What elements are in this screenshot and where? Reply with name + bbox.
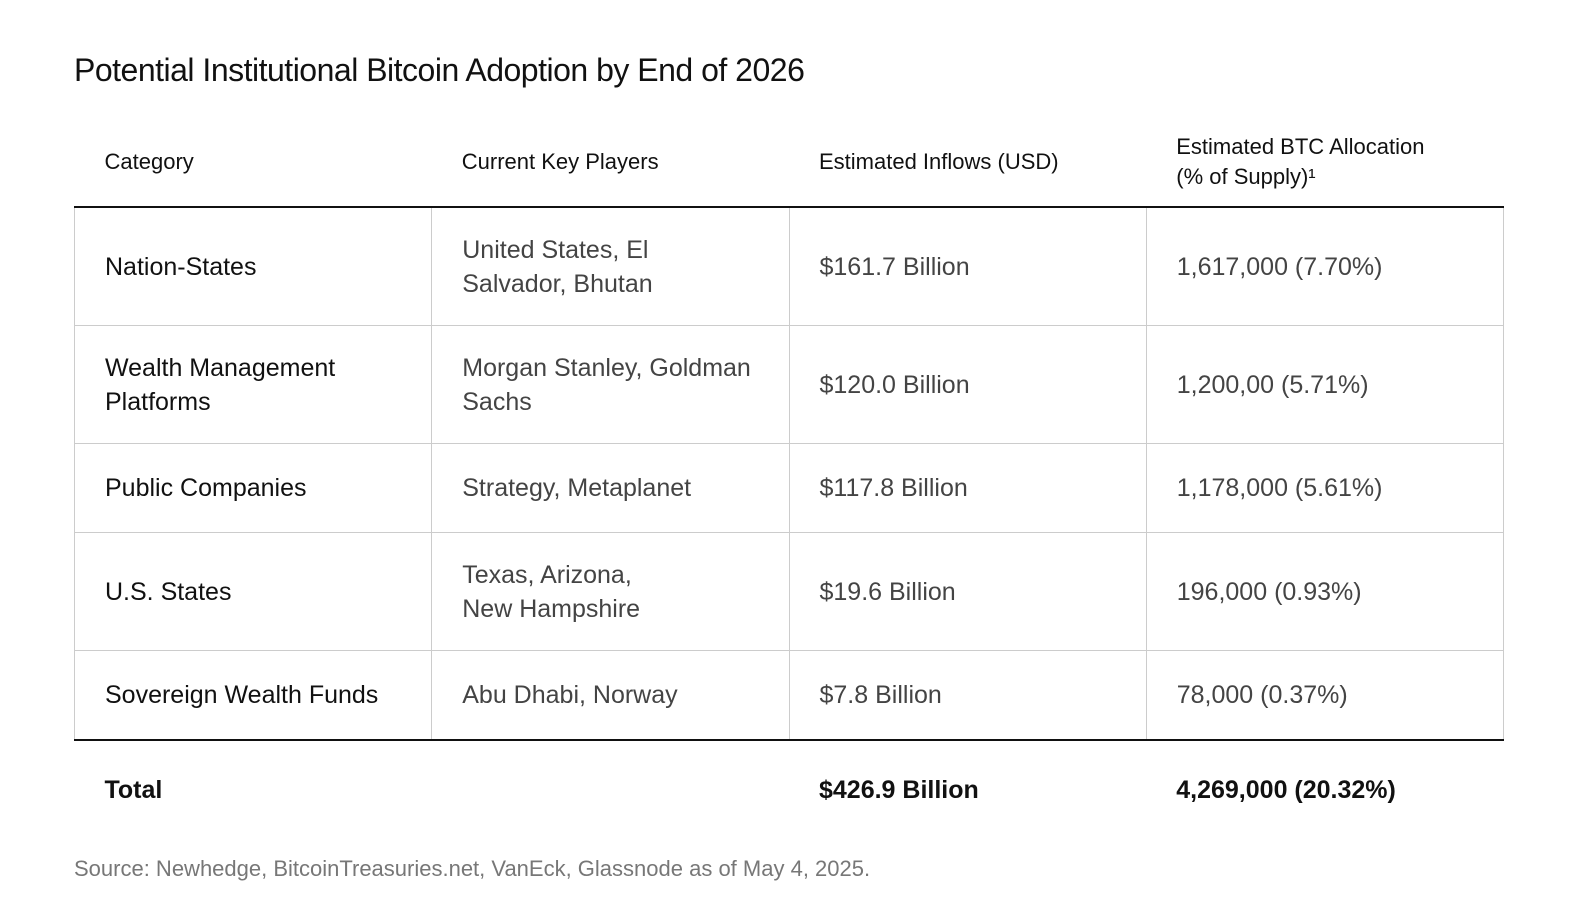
table-cell: $120.0 Billion (788, 325, 1147, 444)
source-note: Source: Newhedge, BitcoinTreasuries.net,… (74, 856, 871, 881)
total-inflows: $426.9 Billion (789, 739, 1147, 839)
table-cell: 1,178,000 (5.61%) (1145, 443, 1505, 533)
table-cell: Texas, Arizona, New Hampshire (431, 532, 790, 651)
empty-cell (431, 739, 789, 839)
table: Category Current Key Players Estimated I… (73, 118, 1505, 839)
table-cell: 1,617,000 (7.70%) (1145, 206, 1505, 326)
total-allocation: 4,269,000 (20.32%) (1146, 739, 1504, 839)
table-body: Nation-States United States, El Salvador,… (73, 206, 1505, 741)
category-cell: U.S. States (73, 532, 433, 651)
table-row: Sovereign Wealth Funds Abu Dhabi, Norway $… (73, 650, 1505, 741)
table-cell: $117.8 Billion (788, 443, 1147, 533)
table-row: Wealth Management Platforms Morgan Stanle… (73, 325, 1505, 444)
table-cell: 78,000 (0.37%) (1145, 650, 1505, 741)
header-cell: Current Key Players (431, 118, 789, 208)
header-cell: Estimated BTC Allocation (% of Supply)¹ (1146, 118, 1504, 208)
header-cell: Estimated Inflows (USD) (789, 118, 1147, 208)
category-cell: Sovereign Wealth Funds (73, 650, 433, 741)
category-cell: Wealth Management Platforms (73, 325, 433, 444)
table-row: U.S. States Texas, Arizona, New Hampshire… (73, 532, 1505, 651)
header-row: Category Current Key Players Estimated I… (74, 118, 1504, 208)
category-cell: Nation-States (73, 206, 433, 326)
table-cell: $7.8 Billion (788, 650, 1147, 741)
table-cell: Morgan Stanley, Goldman Sachs (431, 325, 790, 444)
table-row: Public Companies Strategy, Metaplanet $117… (73, 443, 1505, 533)
title: Potential Institutional Bitcoin Adoption… (74, 52, 805, 88)
table-cell: Abu Dhabi, Norway (431, 650, 790, 741)
table-cell: 1,200,00 (5.71%) (1145, 325, 1505, 444)
header-cell: Category (74, 118, 432, 208)
table-cell: $19.6 Billion (788, 532, 1147, 651)
table-cell: United States, El Salvador, Bhutan (431, 206, 790, 326)
table-cell: $161.7 Billion (788, 206, 1147, 326)
table-cell: Strategy, Metaplanet (431, 443, 790, 533)
table-cell: 196,000 (0.93%) (1145, 532, 1505, 651)
total-row: Total $426.9 Billion 4,269,000 (20.32%) (74, 739, 1504, 839)
table-row: Nation-States United States, El Salvador,… (73, 206, 1505, 326)
category-cell: Public Companies (73, 443, 433, 533)
total-label: Total (74, 739, 432, 839)
